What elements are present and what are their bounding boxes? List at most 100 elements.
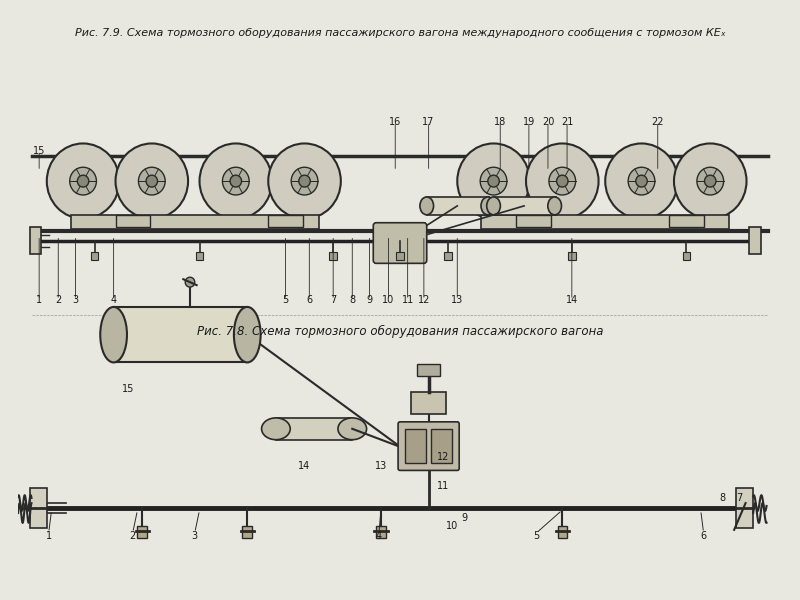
Text: 2: 2 [55, 295, 62, 305]
Circle shape [199, 143, 272, 219]
Text: 2: 2 [130, 531, 136, 541]
Ellipse shape [262, 418, 290, 440]
Bar [682, 253, 690, 260]
Text: Рис. 7.8. Схема тормозного оборудования пассажирского вагона: Рис. 7.8. Схема тормозного оборудования … [197, 325, 603, 338]
Text: 5: 5 [534, 531, 540, 541]
Circle shape [230, 175, 242, 187]
Circle shape [628, 167, 655, 195]
Text: 3: 3 [192, 531, 198, 541]
Bar [568, 253, 576, 260]
Ellipse shape [420, 197, 434, 215]
Circle shape [557, 175, 568, 187]
Text: Рис. 7.9. Схема тормозного оборудования пассажирского вагона международного сооб: Рис. 7.9. Схема тормозного оборудования … [74, 28, 726, 37]
Circle shape [46, 143, 119, 219]
Bar [405, 429, 426, 463]
Circle shape [70, 167, 97, 195]
Bar [411, 392, 446, 414]
Bar [426, 197, 489, 215]
Ellipse shape [548, 197, 562, 215]
Bar [276, 418, 352, 440]
Text: 21: 21 [561, 116, 574, 127]
Text: 5: 5 [282, 295, 289, 305]
Bar [376, 526, 386, 538]
Text: 1: 1 [36, 295, 42, 305]
Text: 19: 19 [522, 116, 535, 127]
Circle shape [78, 175, 89, 187]
Text: 6: 6 [306, 295, 312, 305]
Circle shape [299, 175, 310, 187]
Text: 17: 17 [422, 116, 435, 127]
Circle shape [549, 167, 576, 195]
Circle shape [480, 167, 507, 195]
Text: 20: 20 [542, 116, 554, 127]
Circle shape [138, 167, 165, 195]
Bar [417, 364, 440, 376]
Bar [330, 253, 337, 260]
Bar [70, 215, 319, 229]
Text: 8: 8 [350, 295, 355, 305]
Text: 1: 1 [46, 531, 52, 541]
Circle shape [488, 175, 499, 187]
Ellipse shape [100, 307, 127, 362]
Bar [268, 215, 302, 227]
Bar [115, 215, 150, 227]
Circle shape [268, 143, 341, 219]
Circle shape [186, 277, 194, 287]
Bar [494, 197, 556, 215]
Text: 12: 12 [437, 452, 449, 461]
Text: 10: 10 [446, 521, 458, 531]
Bar [30, 227, 41, 254]
Text: 10: 10 [382, 295, 394, 305]
Circle shape [291, 167, 318, 195]
Bar [196, 253, 203, 260]
Bar [750, 227, 761, 254]
Bar [90, 253, 98, 260]
Bar [396, 253, 404, 260]
Text: 15: 15 [122, 384, 134, 394]
Circle shape [526, 143, 598, 219]
Text: 22: 22 [651, 116, 664, 127]
Text: 4: 4 [110, 295, 117, 305]
Bar [242, 526, 252, 538]
Circle shape [636, 175, 647, 187]
Circle shape [674, 143, 746, 219]
Bar [30, 488, 46, 528]
FancyBboxPatch shape [374, 223, 426, 263]
Bar [517, 215, 551, 227]
Text: 9: 9 [366, 295, 373, 305]
Circle shape [115, 143, 188, 219]
Text: 13: 13 [374, 461, 387, 472]
Bar [736, 488, 754, 528]
Text: 13: 13 [451, 295, 463, 305]
Text: 16: 16 [389, 116, 402, 127]
Text: 8: 8 [719, 493, 726, 503]
FancyBboxPatch shape [398, 422, 459, 470]
Bar [670, 215, 703, 227]
Bar [138, 526, 147, 538]
Bar [444, 253, 451, 260]
Text: 14: 14 [566, 295, 578, 305]
Bar [114, 307, 247, 362]
Bar [558, 526, 567, 538]
Text: 4: 4 [376, 531, 382, 541]
Text: 3: 3 [72, 295, 78, 305]
Text: 12: 12 [418, 295, 430, 305]
Ellipse shape [338, 418, 366, 440]
Circle shape [705, 175, 716, 187]
Ellipse shape [234, 307, 261, 362]
Ellipse shape [481, 197, 494, 215]
Circle shape [697, 167, 724, 195]
Text: 7: 7 [736, 493, 742, 503]
Bar [430, 429, 451, 463]
Text: 11: 11 [437, 481, 449, 491]
Circle shape [458, 143, 530, 219]
Circle shape [606, 143, 678, 219]
Text: 11: 11 [402, 295, 414, 305]
Bar [481, 215, 730, 229]
Ellipse shape [486, 197, 500, 215]
Text: 9: 9 [462, 513, 468, 523]
Circle shape [222, 167, 249, 195]
Text: 7: 7 [330, 295, 336, 305]
Circle shape [146, 175, 158, 187]
Text: 14: 14 [298, 461, 310, 472]
